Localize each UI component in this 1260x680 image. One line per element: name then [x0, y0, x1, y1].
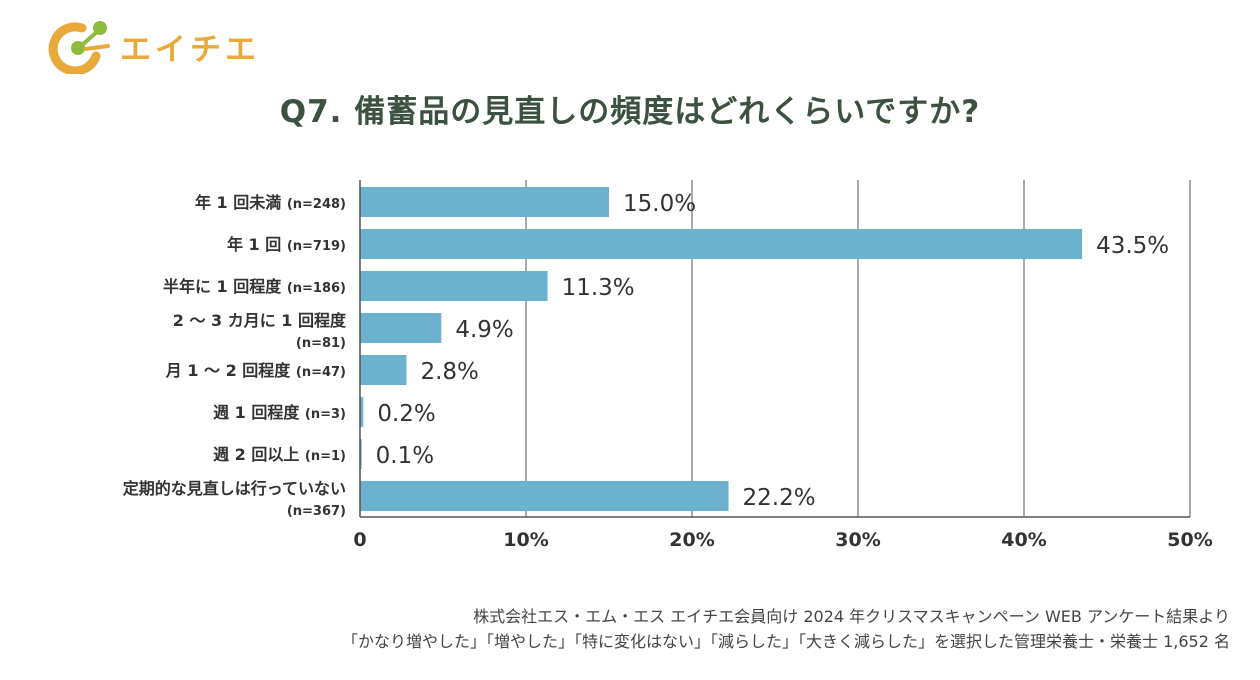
bar [360, 481, 729, 511]
category-name: 年 1 回 [227, 235, 287, 254]
category-n: (n=186) [287, 281, 346, 296]
bar [360, 439, 362, 469]
data-label: 0.2% [377, 401, 435, 427]
data-label: 15.0% [623, 191, 696, 217]
category-label: 年 1 回未満 (n=248) [195, 193, 346, 212]
bar [360, 355, 407, 385]
data-label: 43.5% [1096, 233, 1169, 259]
logo-text: エイチエ [120, 31, 260, 68]
bar-chart: 0 10% 20% 30% 40% 50% 15.0% 年 1 回未満 (n=248) 43.5… [122, 180, 1213, 551]
bar [360, 397, 364, 427]
x-tick-label: 10% [503, 529, 548, 551]
category-label: 月 1 〜 2 回程度 (n=47) [165, 361, 346, 380]
category-label: 半年に 1 回程度 (n=186) [163, 277, 346, 296]
data-label: 0.1% [376, 443, 434, 469]
source-note: 株式会社エス・エム・エス エイチエ会員向け 2024 年クリスマスキャンペーン … [342, 604, 1230, 654]
data-label: 22.2% [743, 485, 816, 511]
category-name: 週 2 回以上 [213, 445, 305, 464]
logo-icon [48, 21, 110, 74]
bar [360, 313, 442, 343]
x-tick-label: 30% [835, 529, 880, 551]
category-label: 年 1 回 (n=719) [227, 235, 346, 254]
bar [360, 271, 548, 301]
data-label: 11.3% [562, 275, 635, 301]
category-label: 週 1 回程度 (n=3) [213, 403, 346, 422]
category-name: 半年に 1 回程度 [163, 277, 287, 296]
x-tick-label: 50% [1167, 529, 1212, 551]
category-label: 週 2 回以上 (n=1) [213, 445, 346, 464]
source-line-1: 株式会社エス・エム・エス エイチエ会員向け 2024 年クリスマスキャンペーン … [473, 607, 1230, 626]
category-n: (n=367) [287, 504, 346, 519]
data-label: 2.8% [420, 359, 478, 385]
bar [360, 187, 609, 217]
category-name: 年 1 回未満 [195, 193, 287, 212]
category-n: (n=81) [296, 336, 346, 351]
x-tick-label: 40% [1001, 529, 1046, 551]
category-label: 2 〜 3 カ月に 1 回程度 [173, 311, 347, 330]
data-label: 4.9% [455, 317, 513, 343]
brand-logo: エイチエ [48, 18, 260, 74]
category-label: 定期的な見直しは行っていない [122, 479, 346, 498]
source-line-2: 「かなり増やした」「増やした」「特に変化はない」「減らした」「大きく減らした」を… [342, 632, 1230, 651]
x-tick-label: 20% [669, 529, 714, 551]
x-tick-label: 0 [353, 529, 366, 551]
category-n: (n=248) [287, 197, 346, 212]
bar [360, 229, 1083, 259]
category-name: 月 1 〜 2 回程度 [165, 361, 296, 380]
category-name: 週 1 回程度 [213, 403, 305, 422]
chart-title: Q7. 備蓄品の見直しの頻度はどれくらいですか? [279, 94, 981, 130]
category-n: (n=1) [305, 449, 346, 464]
category-n: (n=47) [296, 365, 346, 380]
category-n: (n=3) [305, 407, 346, 422]
category-n: (n=719) [287, 239, 346, 254]
